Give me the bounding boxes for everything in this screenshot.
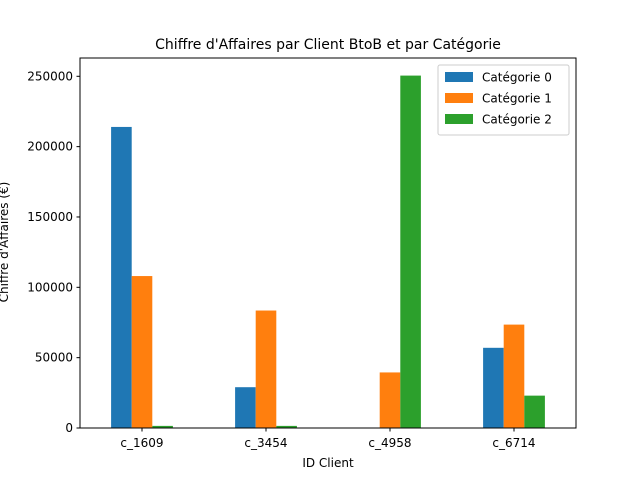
bar-c_6714-series-1 (503, 324, 525, 428)
x-tick-label-c_3454: c_3454 (244, 436, 287, 450)
legend-label-series-0: Catégorie 0 (482, 71, 552, 85)
bar-c_6714-series-0 (483, 347, 504, 428)
legend: Catégorie 0 Catégorie 1 Catégorie 2 (437, 64, 570, 136)
bar-c_4958-series-1 (379, 372, 401, 428)
y-axis-label: Chiffre d'Affaires (€) (0, 182, 11, 303)
legend-label-series-1: Catégorie 1 (482, 92, 552, 106)
bar-c_6714-series-2 (524, 395, 545, 428)
legend-label-series-2: Catégorie 2 (482, 113, 552, 127)
legend-swatch-series-2 (445, 114, 473, 124)
x-tick-label-c_1609: c_1609 (120, 436, 163, 450)
y-tick-label: 0 (65, 421, 73, 435)
y-tick-label: 200000 (27, 140, 73, 154)
x-tick-label-c_4958: c_4958 (368, 436, 411, 450)
legend-swatch-series-1 (445, 93, 473, 103)
bar-c_4958-series-2 (400, 75, 421, 428)
bar-c_3454-series-0 (235, 387, 256, 428)
y-tick-label: 100000 (27, 280, 73, 294)
bar-c_1609-series-2 (152, 425, 173, 428)
plot-frame (79, 57, 577, 429)
x-axis-label: ID Client (302, 456, 354, 470)
x-tick-label-c_6714: c_6714 (492, 436, 535, 450)
bar-c_3454-series-1 (255, 310, 277, 428)
bar-c_3454-series-2 (276, 425, 297, 428)
y-axis: 0 50000 100000 150000 200000 250000 (27, 69, 80, 435)
x-axis: c_1609 c_3454 c_4958 c_6714 (120, 428, 536, 450)
y-tick-label: 50000 (35, 351, 73, 365)
bar-c_1609-series-0 (111, 126, 132, 428)
chart-title: Chiffre d'Affaires par Client BtoB et pa… (155, 37, 501, 53)
bars-group (111, 75, 545, 428)
bar-c_1609-series-1 (131, 276, 153, 428)
legend-swatch-series-0 (445, 72, 473, 82)
y-tick-label: 150000 (27, 210, 73, 224)
y-tick-label: 250000 (27, 69, 73, 83)
